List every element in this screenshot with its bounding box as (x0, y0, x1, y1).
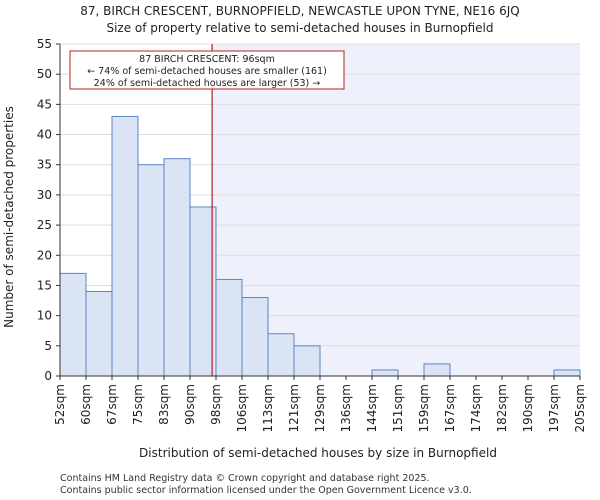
y-tick-label: 20 (37, 248, 52, 262)
y-tick-label: 45 (37, 97, 52, 111)
x-tick-label: 60sqm (79, 384, 93, 425)
chart-subtitle: Size of property relative to semi-detach… (106, 21, 493, 35)
x-axis-label: Distribution of semi-detached houses by … (139, 446, 497, 460)
x-tick-label: 129sqm (313, 384, 327, 432)
x-tick-label: 159sqm (417, 384, 431, 432)
annotation-box (69, 50, 345, 90)
y-tick-label: 30 (37, 188, 52, 202)
x-tick-label: 167sqm (443, 384, 457, 432)
x-tick-label: 197sqm (547, 384, 561, 432)
y-tick-label: 50 (37, 67, 52, 81)
x-tick-label: 106sqm (235, 384, 249, 432)
histogram-bar (241, 297, 269, 377)
footer-copyright: Contains HM Land Registry data © Crown c… (60, 473, 430, 484)
y-tick-label: 0 (44, 369, 52, 383)
x-tick-label: 151sqm (391, 384, 405, 432)
x-tick-label: 52sqm (53, 384, 67, 425)
x-tick-label: 98sqm (209, 384, 223, 425)
plot-area: 0 5 10 15 20 25 30 35 40 45 50 55 52sqm 60sqm 67sqm 75s… (37, 37, 587, 432)
annotation-line2: ← 74% of semi-detached houses are smalle… (87, 66, 327, 77)
x-tick-label: 83sqm (157, 384, 171, 425)
histogram-bar (267, 333, 295, 377)
x-tick-label: 182sqm (495, 384, 509, 432)
x-tick-label: 67sqm (105, 384, 119, 425)
histogram-bar (85, 290, 113, 377)
histogram-bar (215, 278, 243, 377)
histogram-bar (423, 363, 451, 377)
histogram-bar (111, 115, 139, 377)
y-tick-label: 35 (37, 158, 52, 172)
x-tick-label: 90sqm (183, 384, 197, 425)
annotation-line3: 24% of semi-detached houses are larger (… (94, 78, 321, 89)
y-tick-label: 10 (37, 309, 52, 323)
y-tick-label: 5 (44, 339, 52, 353)
x-tick-label: 121sqm (287, 384, 301, 432)
x-tick-label: 75sqm (131, 384, 145, 425)
histogram-bar (137, 164, 165, 377)
shaded-larger-region (212, 44, 580, 376)
x-tick-label: 174sqm (469, 384, 483, 432)
annotation-label: 87 BIRCH CRESCENT: 96sqm (139, 54, 275, 65)
histogram-bar (553, 369, 581, 377)
y-tick-label: 55 (37, 37, 52, 51)
chart-title: 87, BIRCH CRESCENT, BURNOPFIELD, NEWCAST… (80, 4, 519, 18)
x-tick-label: 190sqm (521, 384, 535, 432)
x-tick-label: 136sqm (339, 384, 353, 432)
y-axis-label: Number of semi-detached properties (2, 106, 16, 328)
histogram-bar (371, 369, 399, 377)
y-tick-label: 25 (37, 218, 52, 232)
histogram-bar (59, 272, 87, 377)
histogram-bar (163, 158, 191, 377)
x-tick-label: 113sqm (261, 384, 275, 432)
footer-licence: Contains public sector information licen… (60, 485, 472, 496)
x-tick-label: 205sqm (573, 384, 587, 432)
x-tick-label: 144sqm (365, 384, 379, 432)
y-tick-label: 15 (37, 278, 52, 292)
y-tick-label: 40 (37, 128, 52, 142)
histogram-bar (293, 345, 321, 377)
